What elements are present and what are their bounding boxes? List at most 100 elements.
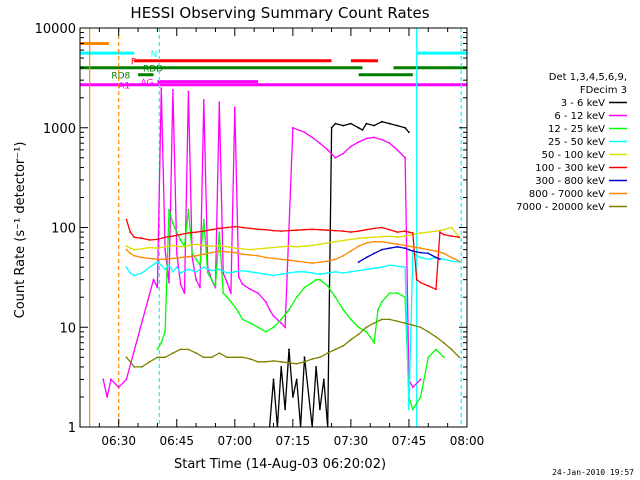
data-point [319, 356, 321, 359]
data-point [218, 227, 221, 230]
data-point [172, 88, 174, 91]
state-bar-label: A1 [118, 82, 130, 92]
data-point [264, 273, 267, 276]
data-point [191, 256, 194, 259]
data-point [272, 229, 275, 232]
state-bar-label: AG [140, 79, 153, 89]
data-point [187, 244, 190, 247]
data-point [226, 245, 229, 248]
data-point [365, 242, 368, 244]
data-point [295, 245, 298, 248]
data-point [257, 292, 259, 294]
state-bar-label: N [151, 50, 158, 60]
data-point [404, 126, 406, 129]
data-point [419, 247, 422, 250]
data-point [334, 122, 337, 125]
data-point [295, 378, 298, 381]
data-point [280, 230, 283, 233]
data-point [141, 256, 143, 259]
data-point [125, 218, 128, 221]
data-point [226, 226, 229, 229]
data-point [365, 268, 368, 271]
data-point [439, 258, 441, 261]
data-point [342, 272, 345, 274]
legend-entry: 50 - 100 keV [542, 150, 606, 161]
data-point [377, 308, 379, 311]
data-point [172, 270, 174, 273]
chart-title: HESSI Observing Summary Count Rates [130, 4, 429, 22]
data-point [404, 322, 406, 324]
data-point [350, 145, 352, 148]
data-point [381, 248, 383, 251]
data-point [373, 341, 375, 344]
data-point [164, 356, 167, 359]
data-point [280, 366, 283, 368]
data-point [272, 274, 275, 277]
data-point [427, 285, 430, 287]
data-point [373, 267, 375, 270]
data-point [241, 283, 244, 286]
data-point [156, 238, 159, 241]
data-point [168, 264, 170, 266]
data-point [450, 256, 453, 259]
data-point [195, 278, 198, 281]
data-point [342, 124, 345, 127]
data-point [125, 245, 128, 248]
data-point [164, 245, 167, 248]
data-point [295, 296, 298, 299]
data-point [249, 227, 252, 230]
data-point [280, 322, 283, 324]
data-point [357, 141, 360, 143]
data-point [357, 126, 360, 129]
data-point [419, 251, 422, 254]
data-point [288, 272, 290, 274]
data-point [264, 256, 267, 259]
x-tick-label: 07:30 [334, 434, 369, 448]
data-point [257, 248, 259, 250]
data-point [226, 272, 229, 274]
y-tick-label: 1 [68, 421, 76, 436]
data-point [450, 260, 453, 262]
data-point [241, 318, 244, 321]
data-point [411, 408, 414, 411]
data-point [369, 336, 372, 338]
data-point [357, 261, 360, 263]
data-point [168, 281, 170, 284]
data-point [396, 243, 399, 246]
data-point [435, 230, 437, 233]
data-point [241, 226, 244, 229]
data-point [222, 272, 225, 274]
data-point [210, 356, 213, 359]
data-point [117, 386, 120, 389]
data-point [450, 226, 453, 229]
data-point [125, 248, 128, 251]
data-point [381, 300, 383, 303]
data-point [411, 386, 414, 389]
data-point [214, 285, 217, 287]
data-point [396, 320, 399, 323]
data-point [388, 318, 391, 321]
data-point [295, 270, 298, 273]
data-point [280, 245, 283, 248]
data-point [365, 256, 368, 259]
data-point [319, 278, 321, 281]
data-point [411, 232, 414, 234]
data-point [202, 244, 205, 247]
data-point [315, 278, 317, 281]
legend-entry: 12 - 25 keV [548, 124, 605, 135]
data-point [350, 250, 352, 253]
data-point [141, 366, 143, 368]
data-point [350, 318, 352, 321]
data-point [303, 261, 306, 263]
data-point [202, 266, 205, 269]
x-axis-label: Start Time (14-Aug-03 06:20:02) [174, 457, 386, 472]
x-tick-label: 07:15 [276, 434, 311, 448]
data-point [148, 266, 151, 269]
data-point [125, 266, 128, 269]
data-point [125, 356, 128, 359]
data-point [442, 233, 445, 236]
data-point [288, 348, 290, 351]
data-point [129, 272, 132, 274]
x-tick-label: 07:45 [392, 434, 427, 448]
series-line [125, 318, 460, 368]
